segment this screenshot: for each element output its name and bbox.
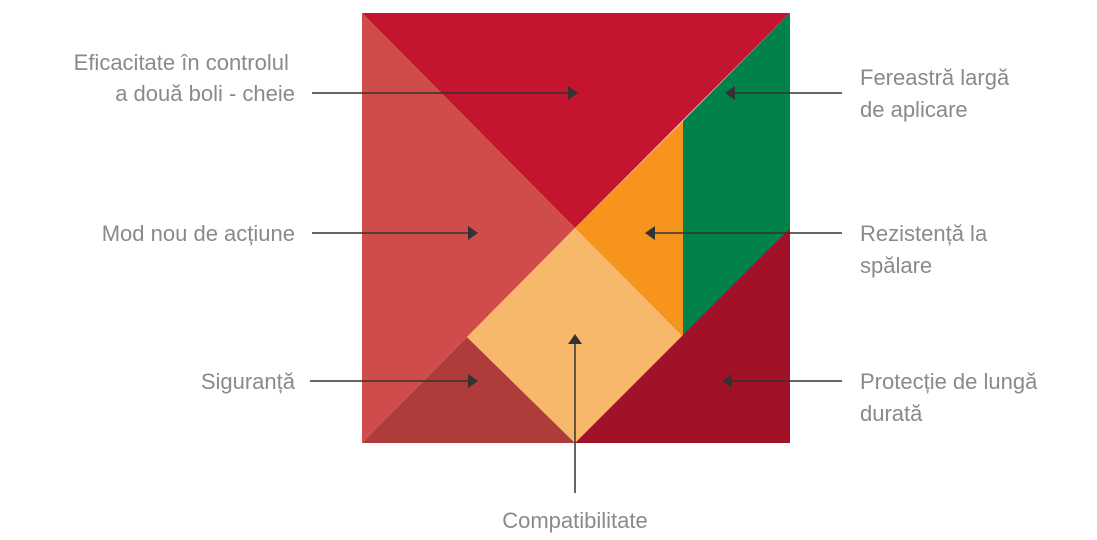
protection-label-line-1: Protecție de lungă xyxy=(860,369,1038,394)
protection-label-line-2: durată xyxy=(860,401,923,426)
protection-connector xyxy=(722,374,842,388)
connectors xyxy=(310,86,842,493)
mode-connector xyxy=(312,226,478,240)
wash-label-line-2: spălare xyxy=(860,253,932,278)
small-orange-triangle-piece xyxy=(575,121,683,337)
safety-label-line-1: Siguranță xyxy=(201,369,296,394)
window-connector xyxy=(725,86,842,100)
safety-connector xyxy=(310,374,478,388)
efficacy-connector xyxy=(312,86,578,100)
mode-label: Mod nou de acțiune xyxy=(102,221,295,246)
wash-label: Rezistență la spălare xyxy=(860,221,993,278)
wash-arrowhead xyxy=(645,226,655,240)
compat-label: Compatibilitate xyxy=(502,508,648,533)
mode-arrowhead xyxy=(468,226,478,240)
efficacy-arrowhead xyxy=(568,86,578,100)
top-triangle-piece xyxy=(362,13,790,228)
compat-arrowhead xyxy=(568,334,582,344)
window-label-line-2: de aplicare xyxy=(860,97,968,122)
wash-connector xyxy=(645,226,842,240)
efficacy-label-line-1: Eficacitate în controlul xyxy=(74,50,289,75)
window-label-line-1: Fereastră largă xyxy=(860,65,1010,90)
safety-label: Siguranță xyxy=(201,369,296,394)
compat-label-line-1: Compatibilitate xyxy=(502,508,648,533)
compat-connector xyxy=(568,334,582,493)
small-left-triangle-piece xyxy=(362,337,575,443)
parallelogram-piece xyxy=(683,13,790,337)
mode-label-line-1: Mod nou de acțiune xyxy=(102,221,295,246)
protection-label: Protecție de lungă durată xyxy=(860,369,1043,426)
window-label: Fereastră largă de aplicare xyxy=(860,65,1015,122)
window-arrowhead xyxy=(725,86,735,100)
labels: Eficacitate în controlul a două boli - c… xyxy=(74,50,1043,533)
efficacy-label-line-2: a două boli - cheie xyxy=(115,81,295,106)
protection-arrowhead xyxy=(722,374,732,388)
efficacy-label: Eficacitate în controlul a două boli - c… xyxy=(74,50,295,106)
safety-arrowhead xyxy=(468,374,478,388)
bottom-right-triangle-piece xyxy=(575,228,790,443)
wash-label-line-1: Rezistență la xyxy=(860,221,988,246)
